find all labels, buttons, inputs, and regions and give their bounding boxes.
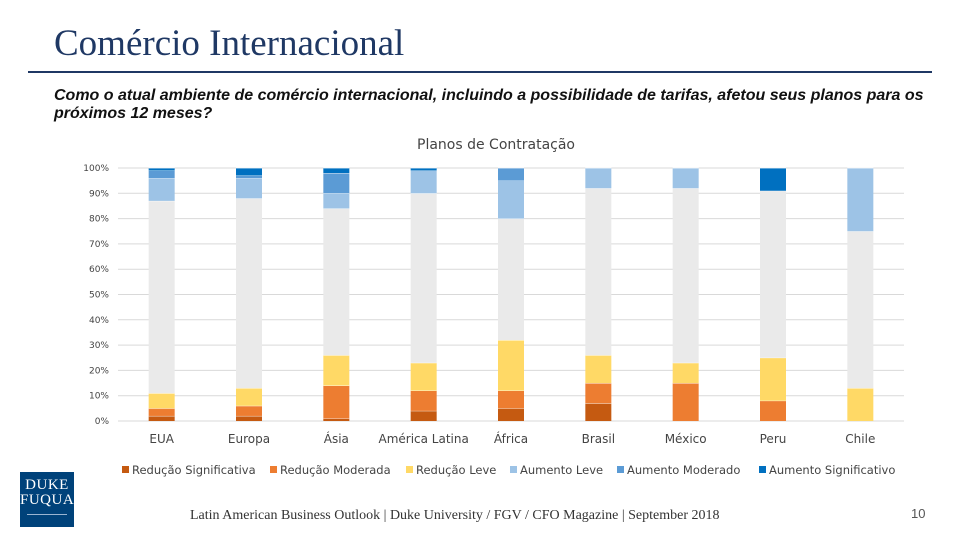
y-tick-label: 90% — [89, 189, 109, 199]
bar-segment — [847, 231, 874, 389]
x-category-label: Chile — [845, 432, 875, 446]
x-category-label: África — [494, 431, 528, 446]
x-category-label: Peru — [760, 432, 787, 446]
chart-title: Planos de Contratação — [417, 137, 575, 153]
legend-label: Redução Significativa — [132, 463, 256, 477]
bar-segment — [498, 340, 524, 391]
logo-text-line2: FUQUA — [20, 492, 75, 508]
bar-segment — [760, 357, 786, 401]
x-axis-labels: EUA Europa Ásia América Latina África Brasil M… — [149, 431, 875, 446]
bar-segment — [410, 410, 437, 421]
legend-label: Aumento Significativo — [769, 463, 895, 477]
bar-segment — [148, 170, 175, 179]
bar-segment — [236, 415, 262, 421]
bar-segment — [410, 168, 437, 171]
bar-segment — [847, 388, 874, 421]
bar-segment — [672, 168, 699, 189]
bar-segment — [410, 193, 437, 363]
x-category-label: México — [665, 432, 707, 446]
page-number: 10 — [911, 506, 926, 521]
bar-segment — [323, 208, 350, 356]
bar-segment — [672, 188, 699, 363]
y-tick-label: 100% — [83, 164, 109, 174]
legend-swatch — [510, 466, 517, 473]
bar-segment — [585, 383, 612, 404]
bar-segment — [148, 178, 175, 201]
legend-swatch — [759, 466, 766, 473]
bar-segment — [236, 178, 262, 199]
bar-segment — [148, 200, 175, 394]
bar-segment — [236, 175, 262, 179]
duke-fuqua-logo: DUKE FUQUA — [20, 472, 74, 527]
bar-segment — [148, 393, 175, 409]
bar-segment — [498, 168, 524, 181]
logo-text-line1: DUKE — [25, 477, 69, 493]
y-tick-label: 0% — [95, 417, 110, 427]
x-category-label: Brasil — [582, 432, 615, 446]
bar-segment — [323, 418, 350, 421]
bar-segment — [498, 180, 524, 219]
slide-title: Comércio Internacional — [54, 23, 405, 64]
x-category-label: América Latina — [378, 432, 468, 446]
bar-segment — [236, 388, 262, 406]
legend: Redução Significativa Redução Moderada Red… — [122, 463, 895, 477]
y-tick-label: 40% — [89, 316, 109, 326]
legend-label: Redução Leve — [416, 463, 496, 477]
y-tick-label: 30% — [89, 341, 109, 351]
bar-segment — [760, 190, 786, 358]
bar-segment — [148, 168, 175, 171]
y-tick-label: 80% — [89, 215, 109, 225]
bar-segment — [148, 408, 175, 416]
legend-label: Aumento Moderado — [627, 463, 740, 477]
x-category-label: Europa — [228, 432, 270, 446]
footer-source: Latin American Business Outlook | Duke U… — [190, 508, 720, 523]
bar-segment — [760, 168, 786, 191]
bar-segment — [410, 170, 437, 194]
bar-segment — [498, 218, 524, 341]
bar-segment — [323, 168, 350, 174]
legend-swatch — [406, 466, 413, 473]
bars — [148, 167, 874, 421]
bar-segment — [236, 168, 262, 176]
x-category-label: Ásia — [324, 431, 349, 446]
bar-segment — [148, 415, 175, 421]
bar-segment — [410, 362, 437, 391]
survey-question: Como o atual ambiente de comércio intern… — [54, 87, 924, 122]
legend-label: Aumento Leve — [520, 463, 603, 477]
bar-segment — [585, 355, 612, 384]
y-tick-label: 50% — [89, 291, 109, 301]
bar-segment — [498, 390, 524, 409]
legend-swatch — [122, 466, 129, 473]
y-tick-label: 60% — [89, 265, 109, 275]
bar-segment — [323, 355, 350, 386]
bar-segment — [323, 173, 350, 194]
title-divider — [28, 71, 932, 73]
bar-segment — [323, 385, 350, 419]
legend-swatch — [270, 466, 277, 473]
bar-segment — [323, 193, 350, 209]
bar-segment — [585, 188, 612, 356]
y-tick-label: 20% — [89, 366, 109, 376]
y-tick-label: 10% — [89, 392, 109, 402]
bar-segment — [585, 168, 612, 189]
legend-swatch — [617, 466, 624, 473]
bar-segment — [672, 362, 699, 384]
y-axis-ticks: 0% 10% 20% 30% 40% 50% 60% 70% 80% 90% 100% — [83, 164, 109, 427]
bar-segment — [760, 400, 786, 421]
x-category-label: EUA — [149, 432, 174, 446]
bar-segment — [410, 390, 437, 411]
bar-segment — [672, 383, 699, 421]
stacked-bar-chart: Planos de Contratação 0% 10% 20% 30% 40% 50% 6… — [83, 137, 904, 477]
legend-label: Redução Moderada — [280, 463, 391, 477]
bar-segment — [847, 168, 874, 232]
logo-rule — [27, 514, 67, 515]
bar-segment — [236, 405, 262, 416]
bar-segment — [236, 198, 262, 389]
y-tick-label: 70% — [89, 240, 109, 250]
bar-segment — [585, 403, 612, 421]
bar-segment — [498, 408, 524, 421]
